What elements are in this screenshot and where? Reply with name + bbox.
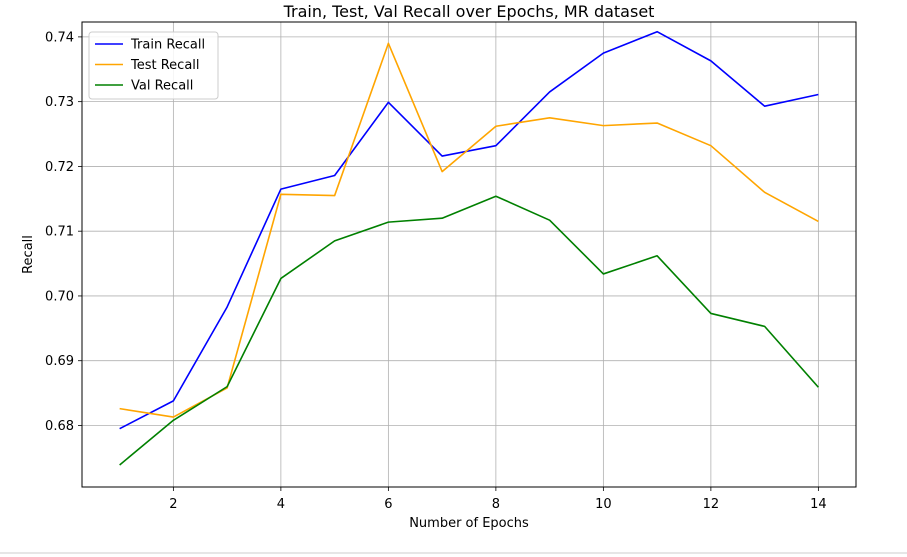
x-tick-label: 6 — [384, 497, 392, 512]
x-tick-label: 12 — [703, 497, 720, 512]
axis-ticks: 2 4 6 8 10 12 14 0.68 0.69 0.70 0.71 0.72 0.73 0.74 — [45, 30, 827, 512]
test-recall-line — [119, 42, 819, 418]
val-recall-line — [119, 195, 819, 466]
x-tick-label: 4 — [277, 497, 285, 512]
x-tick-label: 2 — [169, 497, 177, 512]
y-tick-label: 0.70 — [45, 289, 74, 304]
y-tick-label: 0.68 — [45, 419, 74, 434]
y-tick-label: 0.72 — [45, 160, 74, 175]
legend-box — [88, 31, 219, 100]
plot-frame — [81, 21, 857, 488]
train-recall-line — [119, 30, 819, 430]
series-lines — [119, 30, 819, 466]
x-tick-label: 14 — [810, 497, 827, 512]
legend-label-val-recall: Val Recall — [131, 79, 193, 94]
y-tick-label: 0.74 — [45, 30, 74, 45]
legend: Train Recall Test Recall Val Recall — [88, 31, 219, 100]
legend-label-test-recall: Test Recall — [130, 58, 200, 73]
y-tick-label: 0.69 — [45, 354, 74, 369]
grid-lines — [82, 22, 856, 487]
y-tick-label: 0.73 — [45, 95, 74, 110]
chart-title: Train, Test, Val Recall over Epochs, MR … — [283, 2, 655, 21]
window-bottom-rule — [0, 552, 907, 554]
legend-label-train-recall: Train Recall — [130, 38, 205, 53]
x-tick-label: 10 — [595, 497, 612, 512]
y-tick-label: 0.71 — [45, 225, 74, 240]
x-axis-label: Number of Epochs — [409, 516, 529, 531]
y-axis-label: Recall — [21, 235, 36, 274]
x-tick-label: 8 — [492, 497, 500, 512]
